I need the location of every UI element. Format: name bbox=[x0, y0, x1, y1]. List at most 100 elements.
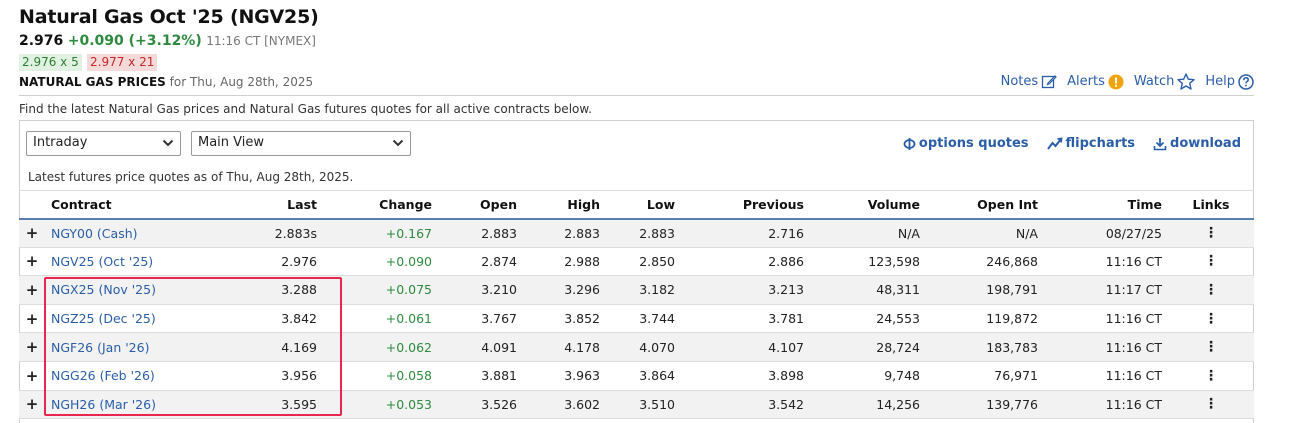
alerts-link[interactable]: Alerts bbox=[1067, 73, 1124, 90]
low-cell: 3.864 bbox=[606, 361, 681, 391]
flipcharts-link[interactable]: flipcharts bbox=[1046, 136, 1135, 151]
previous-cell: 2.886 bbox=[681, 247, 810, 277]
open-int-cell: 246,868 bbox=[926, 247, 1044, 277]
more-options-icon[interactable]: ⋮ bbox=[1168, 361, 1254, 391]
chevron-down-icon bbox=[162, 139, 174, 147]
expand-plus-icon[interactable]: + bbox=[19, 390, 45, 420]
watch-link[interactable]: Watch bbox=[1133, 73, 1196, 90]
high-cell: 2.988 bbox=[523, 247, 606, 277]
header-open-int[interactable]: Open Int bbox=[926, 190, 1044, 220]
expand-plus-icon[interactable]: + bbox=[19, 361, 45, 391]
period-select-value: Intraday bbox=[33, 135, 88, 150]
expand-plus-icon[interactable]: + bbox=[19, 247, 45, 277]
open-cell: 3.881 bbox=[438, 361, 523, 391]
change-cell: +0.058 bbox=[323, 361, 438, 391]
header-high[interactable]: High bbox=[523, 190, 606, 220]
contract-cell[interactable]: NGY00 (Cash) bbox=[45, 218, 185, 248]
volume-cell: 14,256 bbox=[810, 390, 926, 420]
change-cell: +0.075 bbox=[323, 275, 438, 305]
high-cell: 3.963 bbox=[523, 361, 606, 391]
high-cell: 3.602 bbox=[523, 390, 606, 420]
contract-cell[interactable]: NGF26 (Jan '26) bbox=[45, 332, 185, 362]
header-open[interactable]: Open bbox=[438, 190, 523, 220]
quotes-panel: Intraday Main View options quotes flipch… bbox=[19, 120, 1254, 423]
quote-line: 2.976 +0.090 (+3.12%) 11:16 CT [NYMEX] bbox=[19, 33, 316, 49]
contract-cell[interactable]: NGX25 (Nov '25) bbox=[45, 275, 185, 305]
alerts-label: Alerts bbox=[1067, 74, 1105, 89]
volume-cell: N/A bbox=[810, 218, 926, 248]
open-int-cell: N/A bbox=[926, 218, 1044, 248]
high-cell: 3.296 bbox=[523, 275, 606, 305]
download-link[interactable]: download bbox=[1153, 136, 1241, 151]
more-options-icon[interactable]: ⋮ bbox=[1168, 275, 1254, 305]
header-previous[interactable]: Previous bbox=[681, 190, 810, 220]
table-header-row: Contract Last Change Open High Low Previ… bbox=[19, 190, 1254, 220]
expand-plus-icon[interactable]: + bbox=[19, 304, 45, 334]
time-cell: 11:16 CT bbox=[1044, 247, 1168, 277]
change-cell: +0.167 bbox=[323, 218, 438, 248]
star-icon bbox=[1177, 73, 1196, 90]
section-label: NATURAL GAS PRICES bbox=[19, 75, 166, 89]
page-description: Find the latest Natural Gas prices and N… bbox=[19, 102, 592, 116]
header-change[interactable]: Change bbox=[323, 190, 438, 220]
low-cell: 3.744 bbox=[606, 304, 681, 334]
table-row: + NGH26 (Mar '26) 3.595 +0.053 3.526 3.602 3.5… bbox=[19, 390, 1254, 420]
more-options-icon[interactable]: ⋮ bbox=[1168, 247, 1254, 277]
header-volume[interactable]: Volume bbox=[810, 190, 926, 220]
open-int-cell: 198,791 bbox=[926, 275, 1044, 305]
change-cell: +0.062 bbox=[323, 332, 438, 362]
previous-cell: 4.107 bbox=[681, 332, 810, 362]
table-row: + NGG26 (Feb '26) 3.956 +0.058 3.881 3.963 3.8… bbox=[19, 361, 1254, 391]
download-icon bbox=[1153, 137, 1167, 150]
open-cell: 3.526 bbox=[438, 390, 523, 420]
top-links: Notes Alerts Watch Help bbox=[1001, 73, 1254, 90]
more-options-icon[interactable]: ⋮ bbox=[1168, 304, 1254, 334]
expand-plus-icon[interactable]: + bbox=[19, 275, 45, 305]
table-row: + NGF26 (Jan '26) 4.169 +0.062 4.091 4.178 4.0… bbox=[19, 332, 1254, 362]
last-cell: 3.288 bbox=[185, 275, 323, 305]
help-label: Help bbox=[1205, 74, 1235, 89]
header-links: Links bbox=[1168, 190, 1254, 220]
bid-badge: 2.976 x 5 bbox=[19, 54, 82, 71]
help-icon bbox=[1238, 73, 1254, 90]
expand-plus-icon[interactable]: + bbox=[19, 332, 45, 362]
volume-cell: 123,598 bbox=[810, 247, 926, 277]
options-quotes-link[interactable]: options quotes bbox=[903, 136, 1029, 151]
open-int-cell: 76,971 bbox=[926, 361, 1044, 391]
contract-cell[interactable]: NGH26 (Mar '26) bbox=[45, 390, 185, 420]
quote-time: 11:16 CT [NYMEX] bbox=[206, 34, 316, 48]
header-low[interactable]: Low bbox=[606, 190, 681, 220]
contract-cell[interactable]: NGZ25 (Dec '25) bbox=[45, 304, 185, 334]
more-options-icon[interactable]: ⋮ bbox=[1168, 390, 1254, 420]
help-link[interactable]: Help bbox=[1205, 73, 1254, 90]
open-int-cell: 139,776 bbox=[926, 390, 1044, 420]
contract-cell[interactable]: NGV25 (Oct '25) bbox=[45, 247, 185, 277]
table-row: + NGZ25 (Dec '25) 3.842 +0.061 3.767 3.852 3.7… bbox=[19, 304, 1254, 334]
header-time[interactable]: Time bbox=[1044, 190, 1168, 220]
open-cell: 3.767 bbox=[438, 304, 523, 334]
trend-icon bbox=[1046, 136, 1063, 150]
header-expand bbox=[19, 190, 45, 220]
header-last[interactable]: Last bbox=[185, 190, 323, 220]
alert-icon bbox=[1108, 74, 1124, 89]
more-options-icon[interactable]: ⋮ bbox=[1168, 332, 1254, 362]
open-int-cell: 183,783 bbox=[926, 332, 1044, 362]
watch-label: Watch bbox=[1133, 74, 1175, 89]
chevron-down-icon bbox=[392, 139, 404, 147]
low-cell: 2.850 bbox=[606, 247, 681, 277]
contract-cell[interactable]: NGG26 (Feb '26) bbox=[45, 361, 185, 391]
view-select[interactable]: Main View bbox=[191, 131, 411, 156]
more-options-icon[interactable]: ⋮ bbox=[1168, 218, 1254, 248]
time-cell: 11:16 CT bbox=[1044, 361, 1168, 391]
options-quotes-label: options quotes bbox=[918, 136, 1029, 151]
header-contract[interactable]: Contract bbox=[45, 190, 185, 220]
expand-plus-icon[interactable]: + bbox=[19, 218, 45, 248]
period-select[interactable]: Intraday bbox=[26, 131, 181, 156]
section-heading: NATURAL GAS PRICES for Thu, Aug 28th, 20… bbox=[19, 75, 313, 89]
notes-link[interactable]: Notes bbox=[1001, 73, 1058, 90]
notes-label: Notes bbox=[1000, 74, 1039, 89]
ask-badge: 2.977 x 21 bbox=[87, 54, 158, 71]
previous-cell: 3.898 bbox=[681, 361, 810, 391]
last-cell: 2.883s bbox=[185, 218, 323, 248]
quotes-table: Contract Last Change Open High Low Previ… bbox=[19, 190, 1254, 420]
